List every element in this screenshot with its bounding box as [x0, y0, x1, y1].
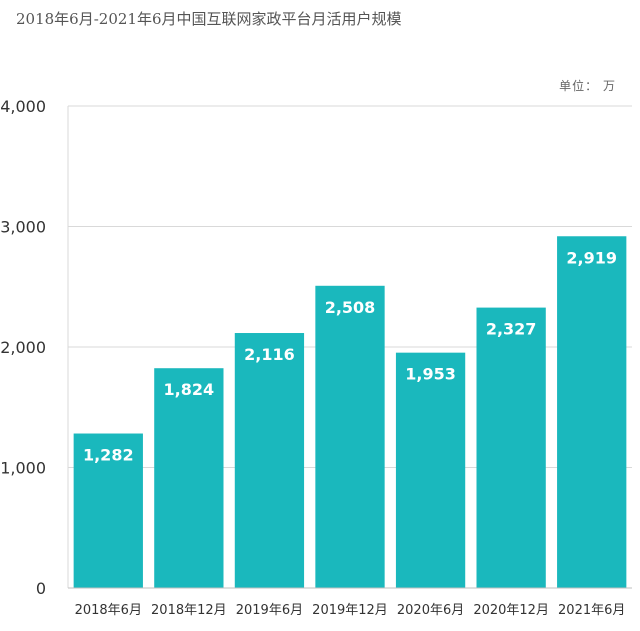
y-axis: 0 1,000 2,000 3,000 4,000 [0, 97, 69, 598]
bar [476, 307, 546, 588]
data-label: 1,953 [405, 365, 456, 384]
bar [154, 368, 224, 588]
y-tick-label: 2,000 [0, 338, 46, 357]
data-label: 2,508 [325, 298, 376, 317]
x-tick-label: 2020年12月 [473, 603, 549, 618]
bar [73, 433, 143, 588]
x-tick-label: 2020年6月 [397, 603, 464, 618]
x-tick-label: 2018年12月 [151, 603, 227, 618]
y-tick-label: 4,000 [0, 97, 46, 116]
x-tick-label: 2019年12月 [312, 603, 388, 618]
data-label: 2,327 [486, 320, 537, 339]
x-tick-label: 2021年6月 [558, 603, 625, 618]
chart-title: 2018年6月-2021年6月中国互联网家政平台月活用户规模 [16, 10, 402, 28]
data-label: 1,824 [164, 380, 215, 399]
y-tick-label: 1,000 [0, 459, 46, 478]
x-axis: 2018年6月 2018年12月 2019年6月 2019年12月 2020年6月 202… [68, 587, 632, 618]
data-label: 2,116 [244, 345, 295, 364]
x-tick-label: 2019年6月 [236, 603, 303, 618]
bar [557, 236, 627, 588]
unit-label: 单位： 万 [559, 79, 616, 93]
bars: 1,282 1,824 2,116 2,508 1,953 2,327 2,919 [73, 236, 627, 588]
x-tick-label: 2018年6月 [75, 603, 142, 618]
bar [395, 352, 466, 588]
data-label: 1,282 [83, 446, 134, 465]
y-tick-label: 3,000 [0, 218, 46, 237]
bar [315, 285, 385, 588]
y-tick-label: 0 [36, 579, 46, 598]
data-label: 2,919 [566, 248, 617, 267]
bar [234, 333, 305, 588]
